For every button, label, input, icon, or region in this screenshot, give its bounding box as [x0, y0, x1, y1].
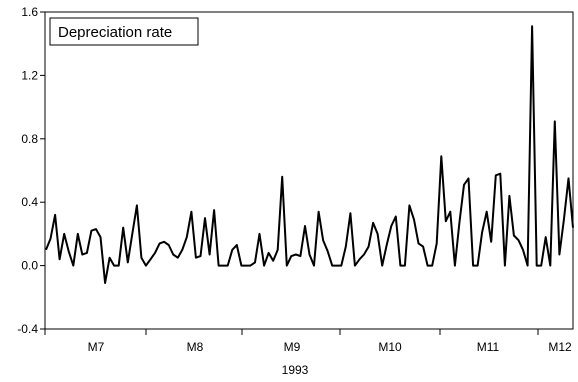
series-line-depreciation-rate [45, 25, 574, 284]
legend: Depreciation rate [49, 17, 199, 46]
y-tick-label: 1.2 [21, 68, 38, 82]
x-month-label: M7 [88, 340, 105, 354]
legend-box [49, 17, 199, 46]
x-axis-ticks [44, 329, 539, 335]
y-tick-label: 0.4 [21, 195, 38, 209]
legend-label: Depreciation rate [58, 24, 172, 41]
plot-frame [44, 11, 574, 330]
x-axis-label: 1993 [282, 363, 309, 377]
x-month-label: M11 [477, 340, 500, 354]
y-axis-ticks: 1.6 1.2 0.8 0.4 0.0 -0.4 [17, 5, 45, 336]
x-month-label: M10 [378, 340, 402, 354]
y-tick-label: 0.8 [21, 132, 38, 146]
y-tick-label: 1.6 [21, 5, 38, 19]
x-month-label: M8 [187, 340, 204, 354]
x-month-label: M12 [548, 340, 572, 354]
x-axis-month-labels: M7 M8 M9 M10 M11 M12 [88, 340, 572, 354]
y-tick-label: 0.0 [21, 259, 38, 273]
x-month-label: M9 [284, 340, 301, 354]
y-tick-label: -0.4 [17, 322, 38, 336]
